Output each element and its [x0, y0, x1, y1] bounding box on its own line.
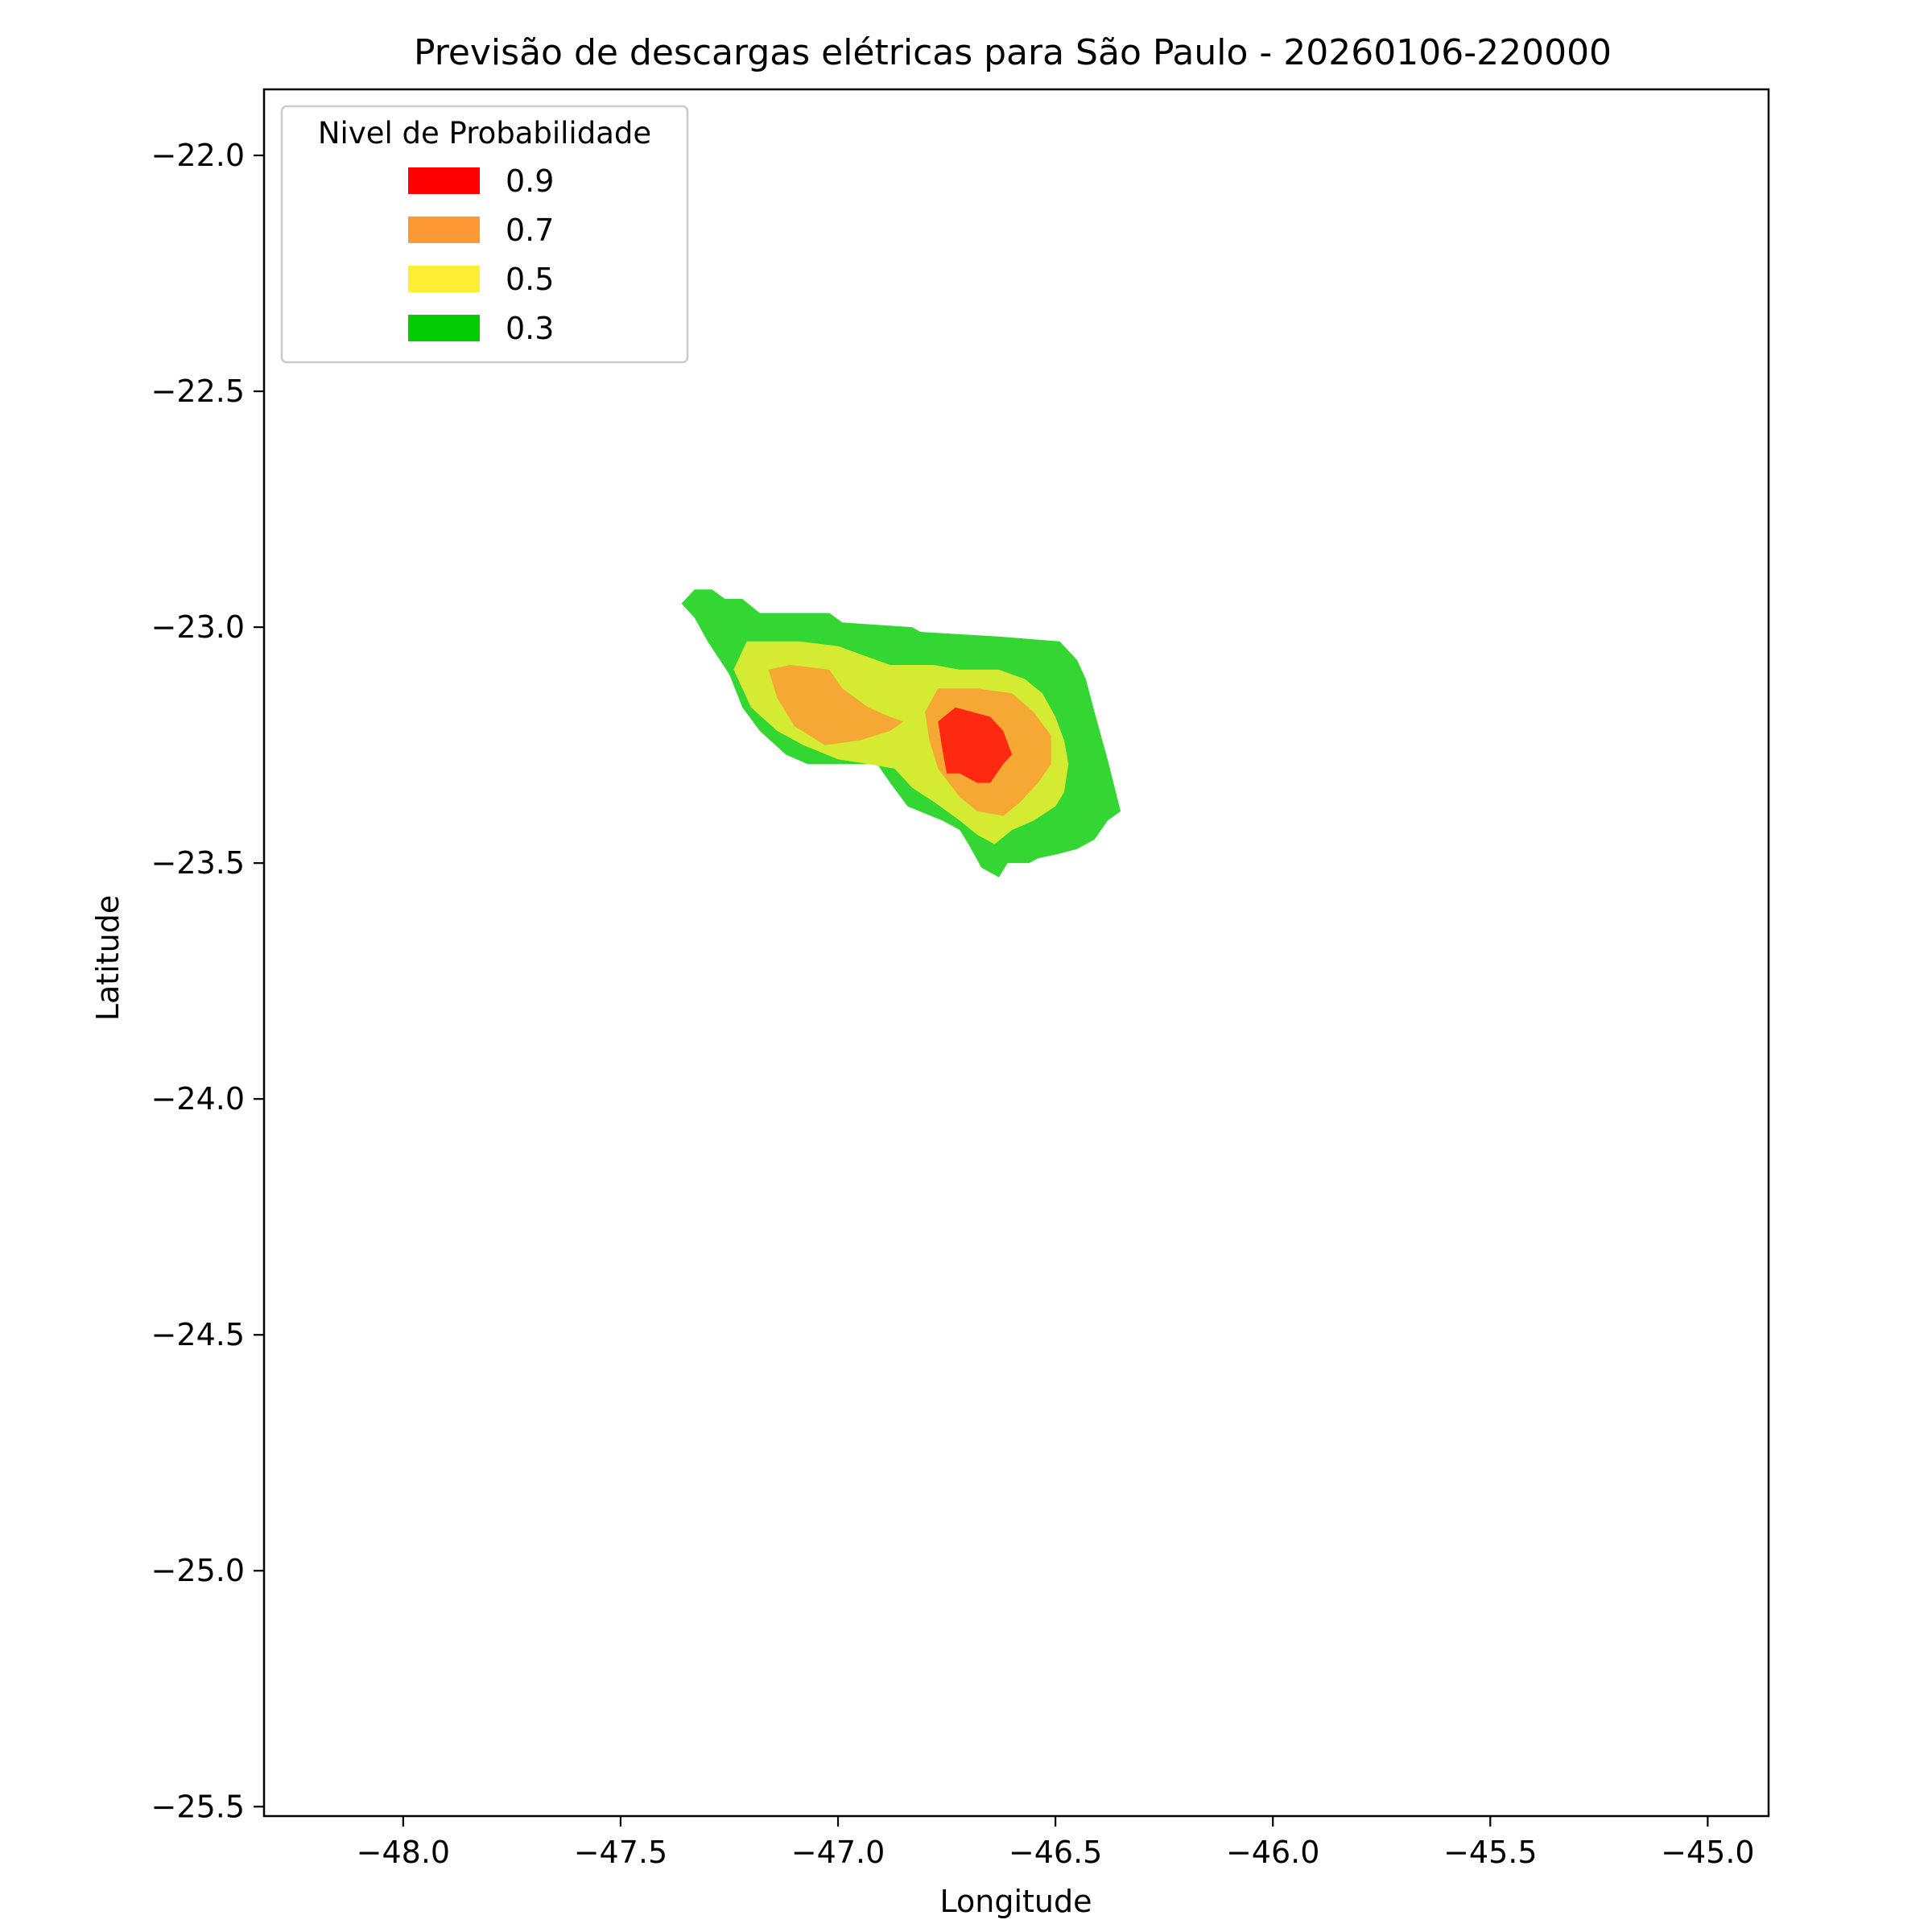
- contour-layer: [681, 589, 1121, 877]
- x-tick-label: −46.5: [1009, 1835, 1102, 1870]
- y-axis: −22.0 −22.5 −23.0 −23.5 −24.0 −24.5 −25.0 −25.5: [151, 138, 264, 1824]
- x-tick-label: −47.0: [791, 1835, 885, 1870]
- y-tick-label: −22.5: [151, 374, 245, 409]
- contour-region-0-7-1: [768, 665, 904, 745]
- legend-label: 0.7: [506, 213, 554, 248]
- plot-area: [262, 88, 1770, 1818]
- y-tick-label: −24.5: [151, 1317, 245, 1352]
- y-tick-label: −23.0: [151, 609, 245, 645]
- legend-label: 0.3: [506, 311, 554, 346]
- legend-swatch: [408, 315, 480, 341]
- x-tick-label: −45.0: [1661, 1835, 1754, 1870]
- y-tick-label: −25.5: [151, 1789, 245, 1824]
- legend-title: Nivel de Probabilidade: [318, 116, 651, 151]
- contour-region-0-9-1: [938, 707, 1013, 783]
- y-axis-label: Latitude: [90, 895, 126, 1021]
- y-tick-label: −25.0: [151, 1553, 245, 1588]
- x-axis: −48.0 −47.5 −47.0 −46.5 −46.0 −45.5 −45.0: [357, 1816, 1755, 1870]
- axes-frame: [262, 88, 1770, 1818]
- legend-swatch: [408, 266, 480, 292]
- y-tick-label: −23.5: [151, 845, 245, 881]
- x-tick-label: −45.5: [1443, 1835, 1537, 1870]
- legend-swatch: [408, 167, 480, 194]
- x-tick-label: −47.5: [574, 1835, 667, 1870]
- legend-label: 0.9: [506, 163, 554, 199]
- legend-swatch: [408, 217, 480, 243]
- x-axis-label: Longitude: [940, 1884, 1092, 1919]
- legend-entries: 0.9 0.7 0.5 0.3: [408, 163, 554, 346]
- x-tick-label: −48.0: [357, 1835, 450, 1870]
- y-tick-label: −24.0: [151, 1081, 245, 1117]
- legend-label: 0.5: [506, 262, 554, 297]
- legend: Nivel de Probabilidade 0.9 0.7 0.5 0.3: [280, 105, 689, 364]
- y-tick-label: −22.0: [151, 138, 245, 173]
- legend-frame: [280, 105, 689, 364]
- axes-background: [264, 89, 1769, 1816]
- chart-title: Previsão de descargas elétricas para São…: [414, 32, 1612, 73]
- x-tick-label: −46.0: [1226, 1835, 1319, 1870]
